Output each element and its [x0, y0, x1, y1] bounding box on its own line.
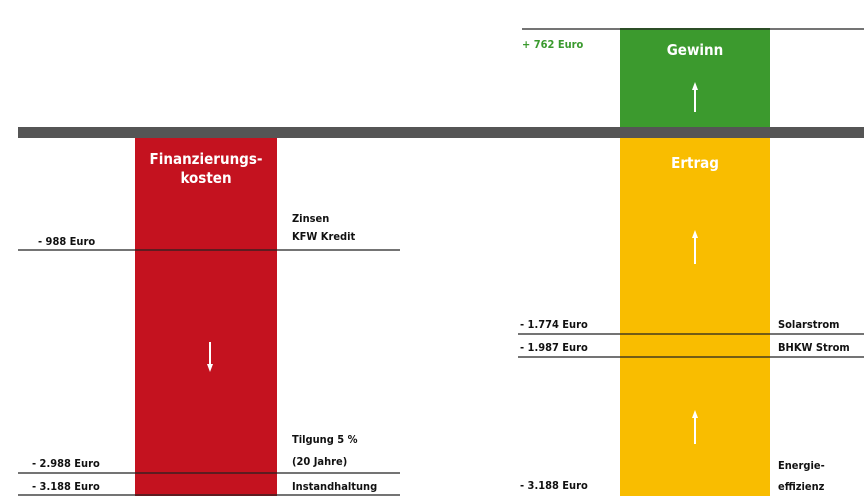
label: effizienz: [778, 480, 825, 493]
arrow-up: [692, 410, 698, 444]
label: Energie-: [778, 459, 825, 472]
label: (20 Jahre): [292, 455, 347, 468]
gain-amount: + 762 Euro: [522, 38, 584, 51]
label: Instandhaltung: [292, 480, 377, 493]
label: Zinsen: [292, 212, 329, 225]
costs-title: kosten: [180, 169, 231, 187]
label: KFW Kredit: [292, 230, 356, 243]
arrow-up: [692, 82, 698, 112]
label: BHKW Strom: [778, 341, 850, 354]
amount: - 3.188 Euro: [32, 480, 100, 493]
arrow-down: [207, 342, 213, 372]
amount: - 3.188 Euro: [520, 479, 588, 492]
costs-column: [135, 138, 277, 496]
arrow-up: [692, 230, 698, 264]
amount: - 988 Euro: [38, 235, 95, 248]
amount: - 1.987 Euro: [520, 341, 588, 354]
amount: - 1.774 Euro: [520, 318, 588, 331]
revenue-title: Ertrag: [671, 154, 719, 172]
label: Solarstrom: [778, 318, 840, 331]
amount: - 2.988 Euro: [32, 457, 100, 470]
baseline-bar: [18, 127, 864, 138]
gain-title: Gewinn: [667, 41, 724, 59]
costs-title: Finanzierungs-: [150, 150, 263, 168]
label: Tilgung 5 %: [292, 433, 358, 446]
